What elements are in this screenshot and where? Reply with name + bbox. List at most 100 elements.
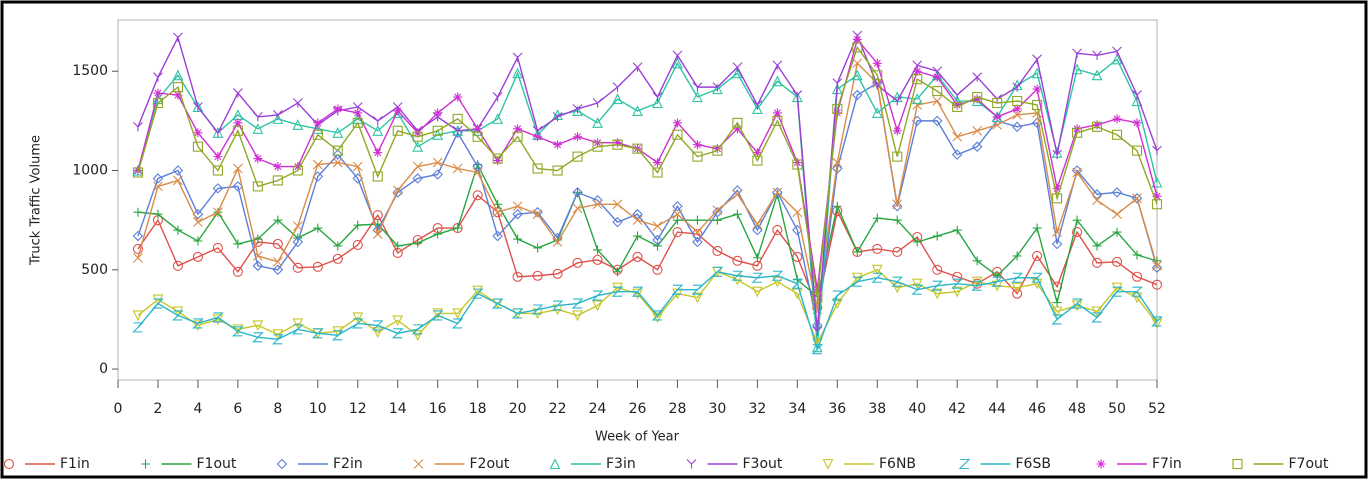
marker bbox=[312, 129, 323, 140]
marker bbox=[392, 187, 404, 198]
marker bbox=[1132, 250, 1142, 260]
marker bbox=[212, 242, 223, 254]
marker bbox=[512, 201, 523, 212]
marker bbox=[153, 72, 163, 82]
marker bbox=[392, 185, 403, 196]
marker bbox=[513, 234, 523, 244]
legend-label: F2out bbox=[470, 456, 510, 472]
marker bbox=[152, 97, 164, 109]
marker bbox=[932, 72, 942, 82]
x-tick-label: 44 bbox=[988, 401, 1006, 417]
marker bbox=[571, 298, 584, 309]
marker bbox=[592, 98, 603, 108]
marker bbox=[452, 308, 464, 320]
x-tick-label: 10 bbox=[309, 401, 327, 417]
marker bbox=[751, 103, 763, 115]
marker bbox=[992, 271, 1002, 281]
marker bbox=[851, 276, 864, 287]
marker bbox=[751, 286, 763, 298]
marker bbox=[612, 93, 623, 105]
marker bbox=[392, 315, 404, 327]
marker bbox=[691, 284, 704, 295]
series-line bbox=[137, 37, 1158, 290]
marker bbox=[172, 69, 184, 81]
marker bbox=[252, 112, 263, 122]
legend-marker bbox=[958, 458, 971, 470]
legend-label: F1out bbox=[197, 456, 237, 472]
marker bbox=[593, 245, 603, 255]
y-tick-label: 1500 bbox=[72, 63, 108, 79]
marker bbox=[771, 276, 783, 288]
marker bbox=[912, 74, 923, 85]
y-tick-label: 0 bbox=[99, 361, 108, 377]
legend-marker bbox=[413, 459, 424, 469]
marker bbox=[453, 223, 463, 233]
marker bbox=[972, 94, 982, 104]
marker bbox=[432, 169, 443, 180]
marker bbox=[331, 330, 344, 341]
marker bbox=[611, 286, 624, 297]
marker bbox=[513, 124, 523, 134]
marker bbox=[912, 100, 923, 110]
x-axis-title: Week of Year bbox=[595, 430, 680, 445]
marker bbox=[452, 113, 463, 124]
marker bbox=[1051, 238, 1063, 250]
marker bbox=[652, 264, 663, 275]
marker bbox=[772, 108, 782, 118]
marker bbox=[232, 163, 243, 174]
marker bbox=[1071, 298, 1083, 309]
legend-label: F6NB bbox=[879, 456, 916, 472]
marker bbox=[153, 209, 163, 219]
marker bbox=[1012, 95, 1023, 107]
marker bbox=[492, 153, 503, 164]
marker bbox=[193, 217, 203, 228]
marker bbox=[613, 267, 623, 277]
marker bbox=[712, 145, 723, 156]
marker bbox=[1032, 84, 1042, 94]
marker bbox=[372, 171, 383, 182]
marker bbox=[1091, 189, 1103, 200]
marker bbox=[292, 165, 303, 176]
marker bbox=[632, 208, 643, 220]
series-line bbox=[137, 82, 1158, 326]
x-tick-label: 2 bbox=[154, 401, 163, 417]
marker bbox=[492, 207, 503, 218]
marker bbox=[612, 199, 623, 210]
marker bbox=[512, 271, 523, 282]
marker bbox=[732, 62, 743, 72]
marker bbox=[1032, 99, 1043, 111]
marker bbox=[1052, 193, 1063, 204]
marker bbox=[1131, 271, 1143, 282]
marker bbox=[471, 288, 484, 299]
marker bbox=[672, 215, 682, 225]
marker bbox=[512, 67, 524, 79]
marker bbox=[153, 181, 163, 192]
marker bbox=[692, 227, 703, 237]
marker bbox=[891, 282, 903, 294]
marker bbox=[552, 165, 563, 176]
marker bbox=[511, 308, 524, 319]
x-tick-label: 0 bbox=[114, 401, 123, 417]
marker bbox=[192, 208, 204, 220]
marker bbox=[232, 326, 244, 337]
legend-label: F7in bbox=[1152, 456, 1182, 472]
x-tick-label: 30 bbox=[709, 401, 727, 417]
marker bbox=[1111, 256, 1123, 267]
marker bbox=[572, 310, 583, 322]
marker bbox=[1152, 145, 1162, 156]
marker bbox=[692, 140, 702, 150]
marker bbox=[412, 173, 423, 184]
marker bbox=[493, 156, 503, 166]
marker bbox=[1151, 199, 1163, 210]
marker bbox=[712, 82, 723, 92]
marker bbox=[952, 90, 963, 100]
marker bbox=[413, 238, 423, 248]
x-tick-label: 14 bbox=[389, 401, 407, 417]
marker bbox=[971, 141, 983, 152]
marker bbox=[213, 127, 223, 138]
marker bbox=[852, 58, 863, 69]
marker bbox=[472, 190, 483, 201]
marker bbox=[412, 140, 424, 152]
marker bbox=[752, 155, 763, 166]
marker bbox=[452, 125, 463, 136]
